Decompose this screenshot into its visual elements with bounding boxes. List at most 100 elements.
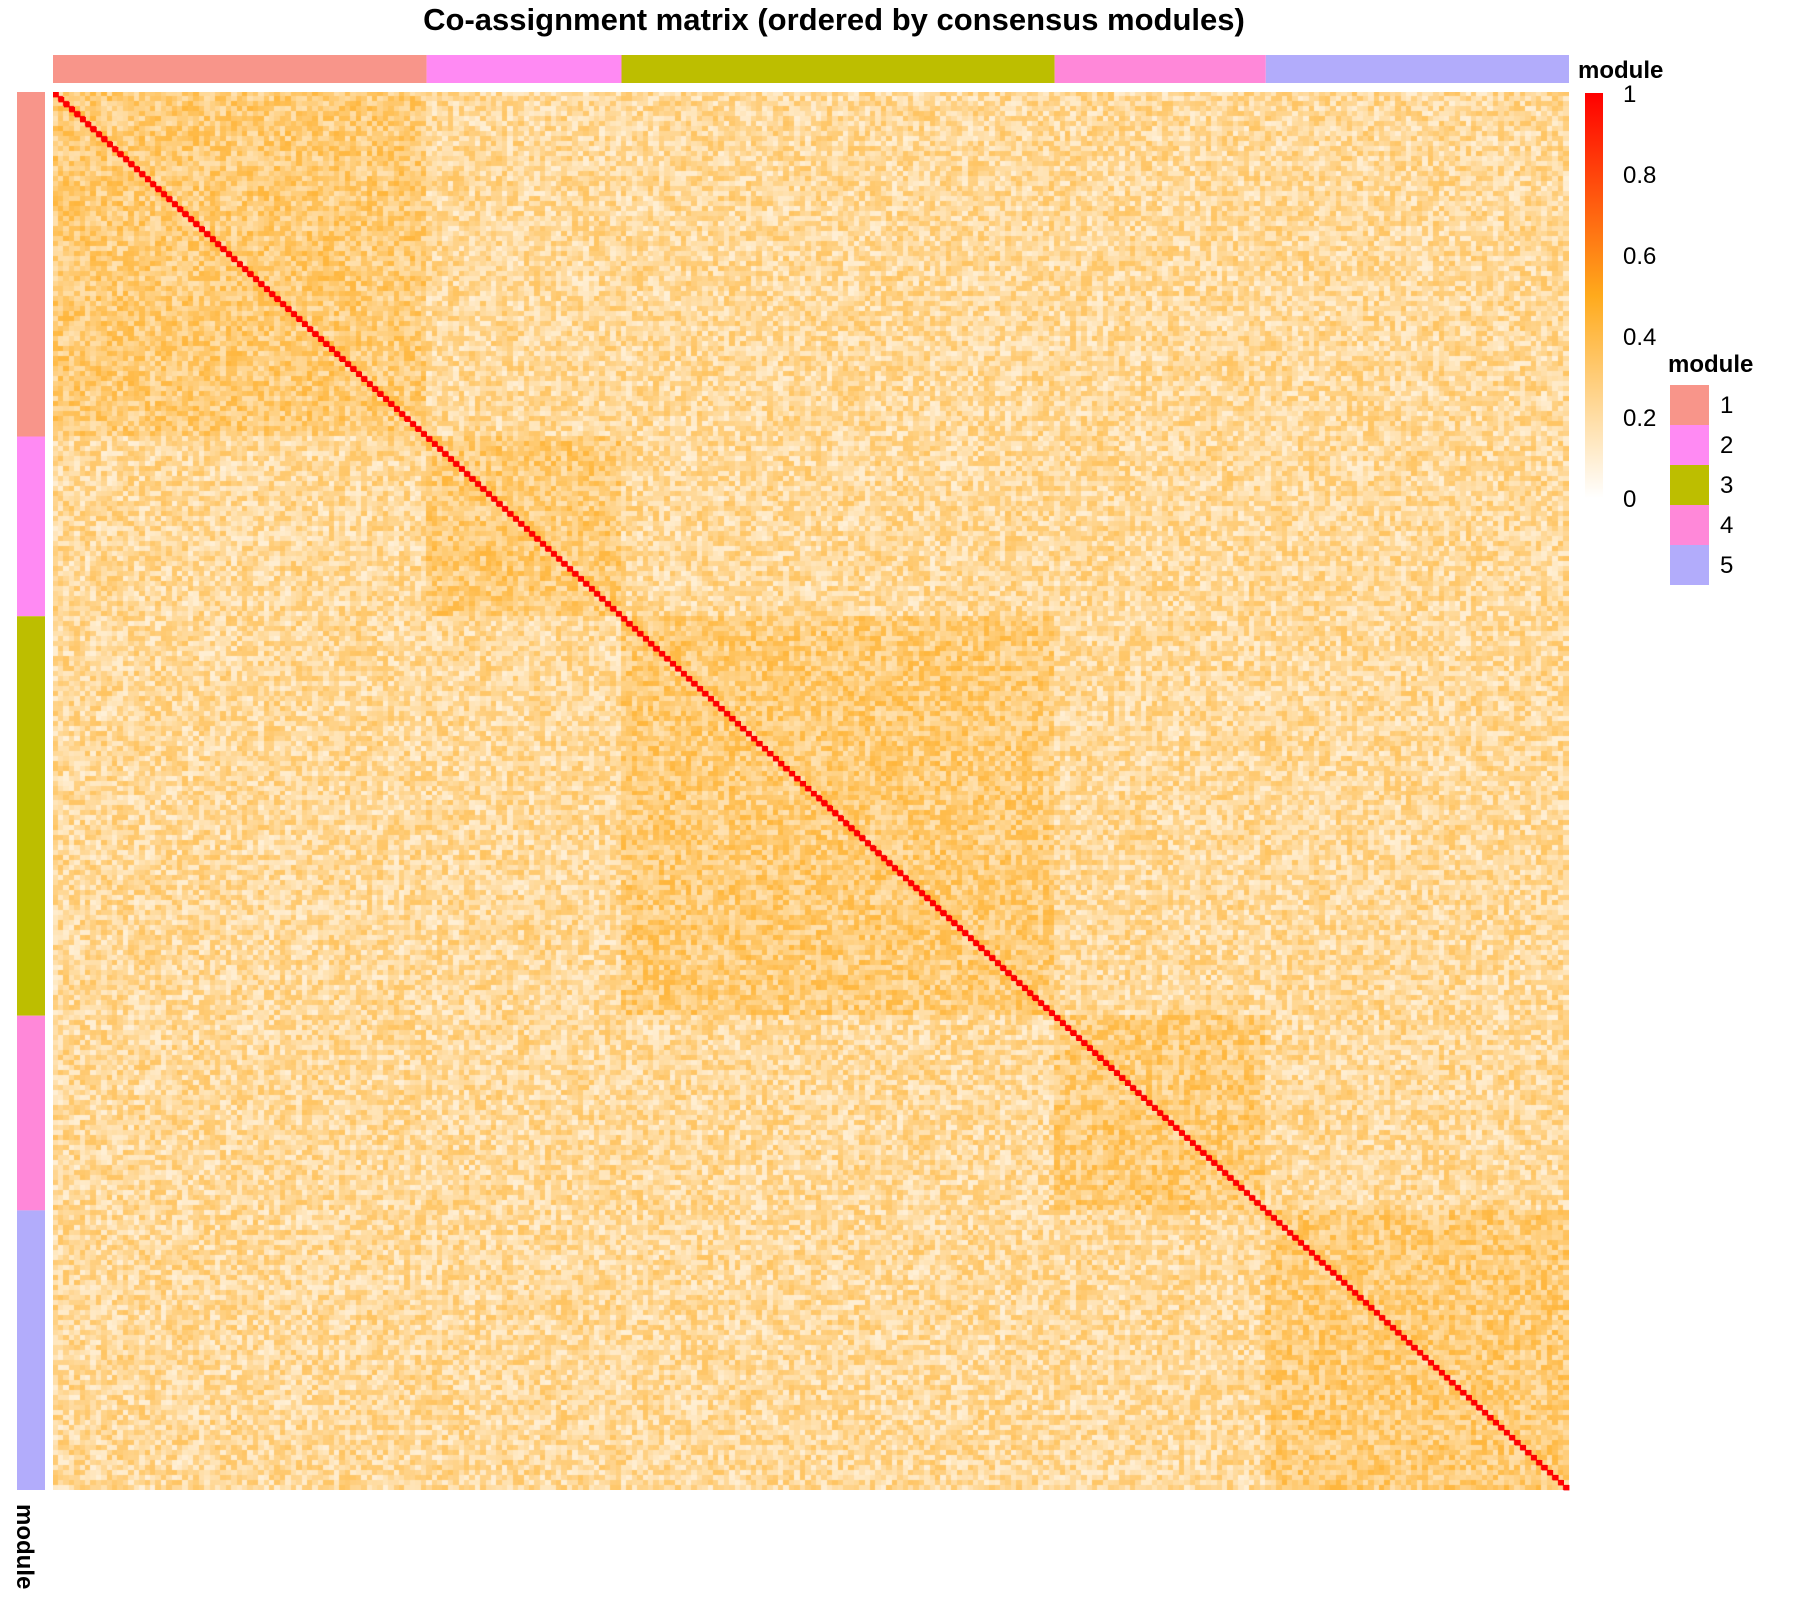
diagonal-cell — [1217, 1165, 1223, 1171]
diagonal-cell — [1016, 980, 1023, 987]
diagonal-cell — [507, 511, 514, 517]
diagonal-cell — [610, 606, 617, 612]
diagonal-cell — [253, 276, 260, 283]
diagonal-cell — [572, 571, 579, 577]
diagonal-cell — [1298, 1240, 1305, 1246]
diagonal-cell — [816, 795, 823, 802]
left-annotation-module-5 — [17, 1210, 45, 1490]
diagonal-cell — [486, 491, 492, 497]
legend-swatch-2 — [1670, 425, 1709, 465]
diagonal-cell — [594, 591, 601, 597]
diagonal-cell — [794, 776, 801, 782]
diagonal-cell — [1493, 1420, 1500, 1426]
diagonal-cell — [1455, 1385, 1462, 1391]
diagonal-cell — [426, 436, 433, 442]
colorbar-tick-label: 0.4 — [1623, 324, 1656, 351]
diagonal-cell — [838, 815, 844, 822]
diagonal-cell — [1417, 1350, 1424, 1356]
diagonal-cell — [1520, 1445, 1527, 1451]
diagonal-cell — [339, 356, 346, 363]
diagonal-cell — [1032, 995, 1039, 1002]
diagonal-cell — [264, 286, 270, 293]
diagonal-cell — [496, 501, 503, 507]
diagonal-cell — [854, 830, 861, 837]
diagonal-cell — [226, 251, 233, 258]
diagonal-cell — [442, 451, 449, 457]
legend-label-1: 1 — [1720, 392, 1733, 419]
diagonal-cell — [875, 850, 882, 857]
diagonal-cell — [621, 616, 628, 622]
diagonal-cell — [1341, 1280, 1348, 1286]
diagonal-cell — [345, 361, 352, 368]
legend-label-3: 3 — [1720, 472, 1733, 499]
diagonal-cell — [166, 196, 173, 203]
diagonal-cell — [1065, 1025, 1072, 1032]
diagonal-cell — [155, 186, 162, 193]
diagonal-cell — [1060, 1020, 1066, 1027]
diagonal-cell — [534, 536, 541, 542]
diagonal-cell — [1552, 1475, 1559, 1481]
diagonal-cell — [605, 601, 612, 607]
diagonal-cell — [708, 696, 714, 702]
diagonal-cell — [1087, 1045, 1093, 1052]
diagonal-cell — [686, 676, 693, 682]
diagonal-cell — [1049, 1010, 1056, 1017]
diagonal-cell — [691, 681, 698, 687]
diagonal-cell — [502, 506, 509, 512]
diagonal-cell — [199, 226, 205, 233]
diagonal-cell — [589, 586, 595, 592]
diagonal-cell — [296, 316, 303, 323]
diagonal-cell — [551, 551, 557, 557]
top-annotation-module-3 — [621, 55, 1055, 83]
diagonal-cell — [1076, 1035, 1083, 1042]
diagonal-cell — [648, 641, 655, 647]
diagonal-cell — [1092, 1050, 1099, 1057]
diagonal-cell — [193, 221, 200, 228]
diagonal-cell — [1487, 1415, 1494, 1421]
diagonal-cell — [280, 301, 287, 308]
diagonal-cell — [307, 326, 314, 333]
diagonal-cell — [161, 191, 168, 198]
diagonal-cell — [177, 206, 184, 213]
diagonal-cell — [274, 296, 281, 303]
diagonal-cell — [940, 910, 947, 917]
diagonal-cell — [356, 371, 363, 377]
diagonal-cell — [101, 136, 108, 143]
diagonal-cell — [182, 211, 189, 218]
colorbar-tick-label: 0.2 — [1623, 405, 1656, 432]
diagonal-cell — [1135, 1090, 1142, 1096]
diagonal-cell — [80, 116, 86, 123]
diagonal-cell — [1330, 1270, 1337, 1276]
diagonal-cell — [1146, 1100, 1153, 1106]
diagonal-cell — [675, 666, 682, 672]
diagonal-cell — [886, 860, 893, 867]
diagonal-cell — [681, 671, 687, 677]
top-module-annotation — [53, 55, 1569, 83]
diagonal-cell — [1466, 1395, 1472, 1401]
diagonal-cell — [1260, 1205, 1267, 1211]
diagonal-cell — [318, 336, 325, 343]
top-annotation-module-2 — [426, 55, 622, 83]
diagonal-cell — [480, 486, 487, 492]
diagonal-cell — [1558, 1480, 1564, 1486]
diagonal-cell — [1325, 1265, 1332, 1271]
diagonal-cell — [367, 381, 373, 387]
diagonal-cell — [1195, 1145, 1202, 1151]
diagonal-cell — [659, 651, 666, 657]
diagonal-cell — [1119, 1075, 1126, 1081]
module-legend: 1 2 3 4 5 — [1670, 385, 1733, 585]
diagonal-cell — [545, 546, 552, 552]
diagonal-cell — [1271, 1215, 1278, 1221]
diagonal-cell — [1444, 1375, 1451, 1381]
diagonal-cell — [989, 955, 996, 962]
diagonal-cell — [469, 476, 476, 482]
top-annotation-label: module — [1578, 57, 1663, 84]
legend-title: module — [1668, 351, 1753, 378]
diagonal-cell — [1319, 1260, 1326, 1266]
diagonal-cell — [1054, 1015, 1061, 1022]
diagonal-cell — [1541, 1465, 1548, 1471]
left-annotation-module-1 — [17, 92, 45, 437]
diagonal-cell — [724, 711, 731, 717]
diagonal-cell — [1168, 1120, 1175, 1126]
diagonal-cell — [1374, 1310, 1380, 1316]
